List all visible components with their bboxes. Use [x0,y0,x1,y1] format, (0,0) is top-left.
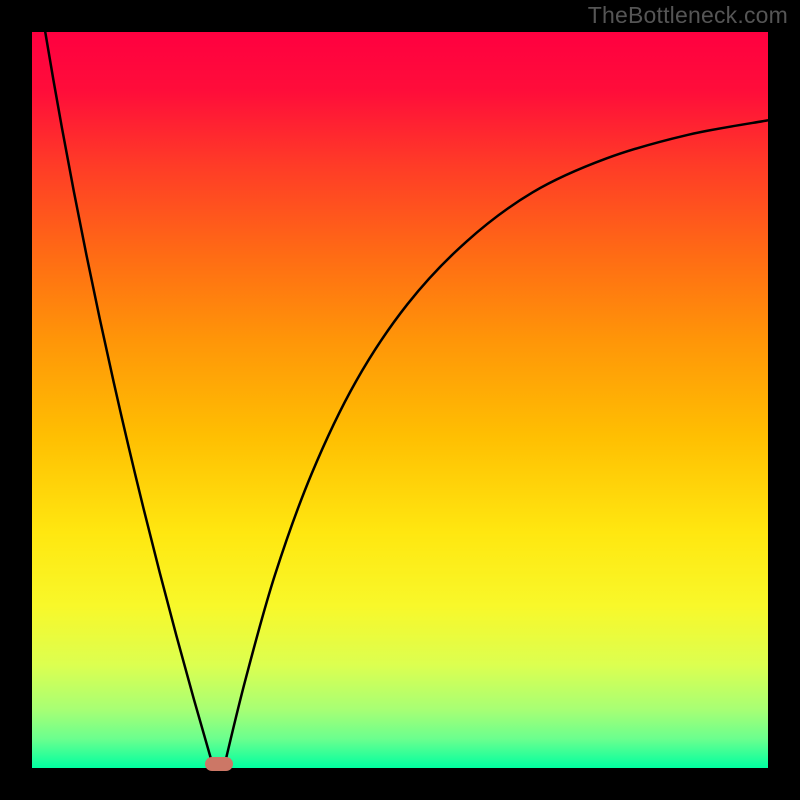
plot-area [32,32,768,768]
figure-root: TheBottleneck.com [0,0,800,800]
vertex-marker [205,757,233,771]
watermark-text: TheBottleneck.com [588,2,788,29]
curve-layer [32,32,768,768]
v-curve-right [225,120,768,763]
v-curve-left [45,32,212,764]
